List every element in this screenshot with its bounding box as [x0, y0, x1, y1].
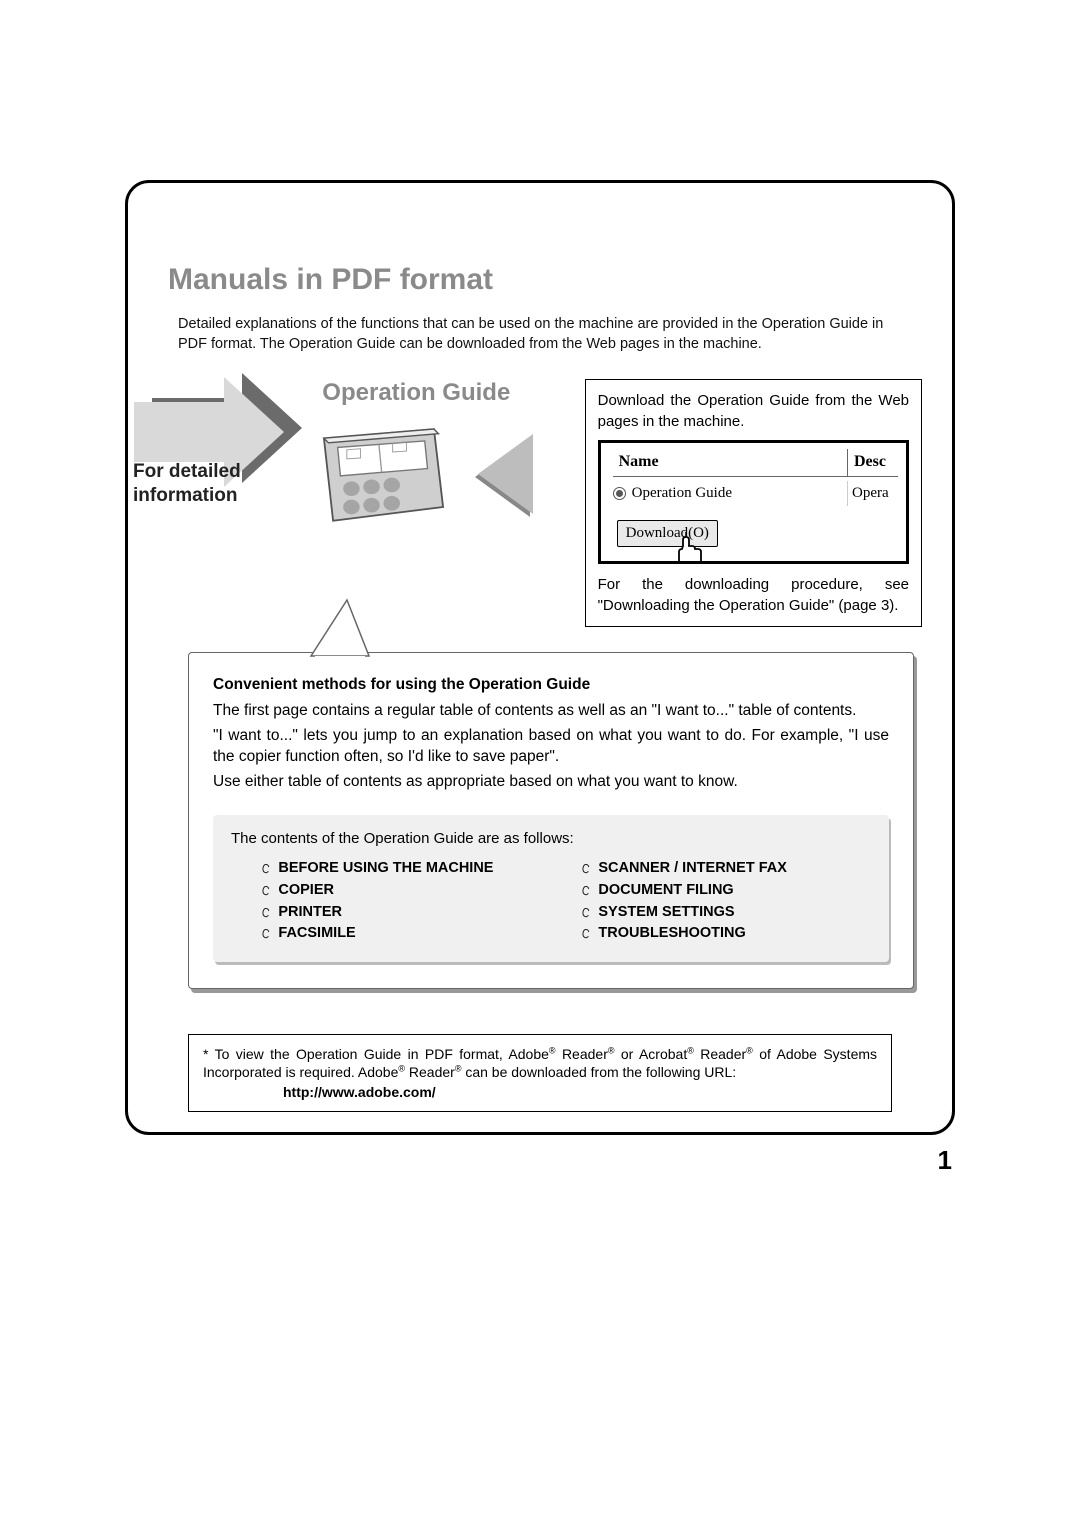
- callout-heading: Convenient methods for using the Operati…: [213, 675, 889, 696]
- download-table-header: Name Desc: [613, 449, 898, 476]
- content-item-label: DOCUMENT FILING: [598, 881, 733, 901]
- row-desc: Opera: [848, 483, 898, 504]
- callout-p3: Use either table of contents as appropri…: [213, 772, 889, 793]
- intro-text: Detailed explanations of the functions t…: [178, 315, 902, 354]
- triangle-left-icon: [478, 434, 533, 514]
- reg-icon: ®: [746, 1045, 753, 1055]
- contents-box: The contents of the Operation Guide are …: [213, 815, 889, 962]
- cursor-hand-icon: [672, 532, 706, 564]
- th-name: Name: [613, 449, 848, 475]
- download-table-row: Operation Guide Opera: [613, 481, 898, 506]
- arrow-label-1: For detailed: [133, 461, 241, 483]
- machine-illustration-icon: [303, 419, 453, 529]
- fn-seg: or Acrobat: [615, 1046, 688, 1062]
- reg-icon: ®: [687, 1045, 694, 1055]
- bullet-arc-icon: C: [581, 860, 591, 879]
- fn-seg: can be downloaded from the following URL…: [461, 1064, 736, 1080]
- content-item-label: SYSTEM SETTINGS: [598, 903, 734, 923]
- bullet-arc-icon: C: [581, 881, 591, 900]
- contents-col-right: C SCANNER / INTERNET FAX C DOCUMENT FILING…: [581, 859, 871, 945]
- content-item: C SCANNER / INTERNET FAX: [581, 859, 871, 879]
- content-item-label: FACSIMILE: [278, 924, 355, 944]
- content-item-label: SCANNER / INTERNET FAX: [598, 859, 787, 879]
- content-item: C FACSIMILE: [261, 924, 551, 944]
- download-table: Name Desc Operation Guide Opera Download…: [598, 440, 909, 563]
- content-item: C BEFORE USING THE MACHINE: [261, 859, 551, 879]
- content-item-label: PRINTER: [278, 903, 342, 923]
- footnote-box: * To view the Operation Guide in PDF for…: [188, 1034, 892, 1113]
- callout-p1: The first page contains a regular table …: [213, 701, 889, 722]
- page-number: 1: [938, 1145, 952, 1176]
- middle-row: Operation Guide For detailed information: [158, 379, 922, 626]
- reg-icon: ®: [398, 1063, 405, 1073]
- bullet-arc-icon: C: [261, 881, 271, 900]
- download-text-before: Download the Operation Guide from the We…: [598, 390, 909, 432]
- download-button-row: Download(O): [617, 520, 906, 547]
- fn-seg: Reader: [556, 1046, 608, 1062]
- bullet-arc-icon: C: [581, 903, 591, 922]
- left-column: Operation Guide For detailed information: [158, 379, 565, 549]
- radio-selected-icon: [613, 487, 626, 500]
- row-name: Operation Guide: [632, 481, 848, 506]
- page-title: Manuals in PDF format: [168, 263, 922, 297]
- contents-columns: C BEFORE USING THE MACHINE C COPIER C PRINT…: [231, 859, 871, 945]
- content-item-label: BEFORE USING THE MACHINE: [278, 859, 493, 879]
- download-panel: Download the Operation Guide from the We…: [585, 379, 922, 626]
- contents-intro: The contents of the Operation Guide are …: [231, 829, 871, 849]
- bullet-arc-icon: C: [581, 924, 591, 943]
- footnote-url: http://www.adobe.com/: [203, 1083, 877, 1101]
- content-item: C COPIER: [261, 881, 551, 901]
- content-item: C PRINTER: [261, 903, 551, 923]
- arrow-label-2: information: [133, 485, 238, 507]
- bullet-arc-icon: C: [261, 860, 271, 879]
- content-item: C SYSTEM SETTINGS: [581, 903, 871, 923]
- fn-seg: * To view the Operation Guide in PDF for…: [203, 1046, 549, 1062]
- footnote-text: * To view the Operation Guide in PDF for…: [203, 1046, 877, 1080]
- content-item: C DOCUMENT FILING: [581, 881, 871, 901]
- callout-p2: "I want to..." lets you jump to an expla…: [213, 726, 889, 768]
- bullet-arc-icon: C: [261, 903, 271, 922]
- download-text-after: For the downloading procedure, see "Down…: [598, 574, 909, 616]
- page-frame: Manuals in PDF format Detailed explanati…: [125, 180, 955, 1135]
- content-item-label: TROUBLESHOOTING: [598, 924, 745, 944]
- contents-col-left: C BEFORE USING THE MACHINE C COPIER C PRINT…: [261, 859, 551, 945]
- callout-box: Convenient methods for using the Operati…: [188, 652, 914, 989]
- fn-seg: Reader: [405, 1064, 455, 1080]
- content-item: C TROUBLESHOOTING: [581, 924, 871, 944]
- reg-icon: ®: [608, 1045, 615, 1055]
- bullet-arc-icon: C: [261, 924, 271, 943]
- content-item-label: COPIER: [278, 881, 334, 901]
- operation-guide-heading: Operation Guide: [268, 379, 565, 407]
- fn-seg: Reader: [694, 1046, 746, 1062]
- reg-icon: ®: [549, 1045, 556, 1055]
- th-desc: Desc: [848, 449, 898, 475]
